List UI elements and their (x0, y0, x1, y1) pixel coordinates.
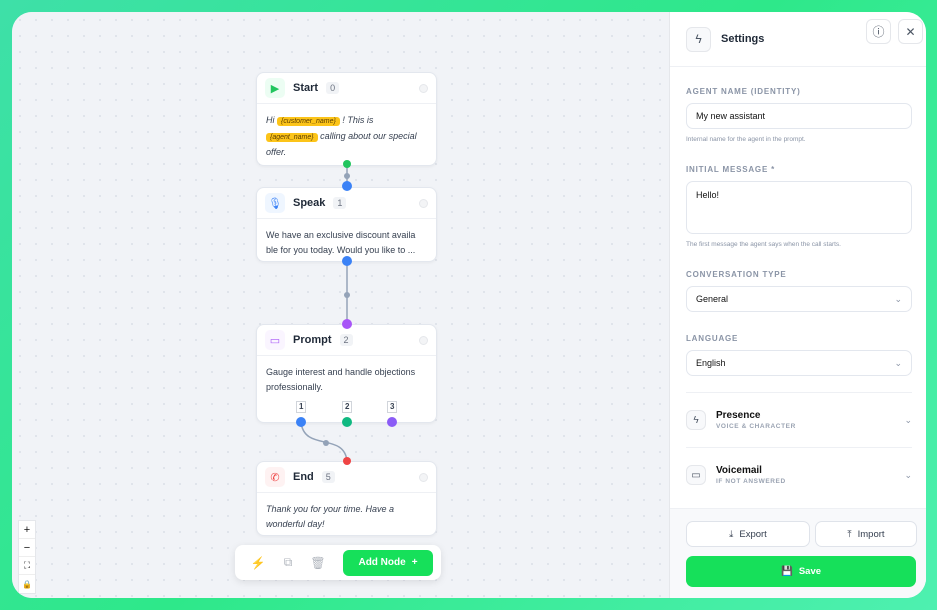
node-start[interactable]: ▶ Start 0 Hi {customer_name} ! This is {ag… (256, 72, 437, 166)
node-end[interactable]: ✆ End 5 Thank you for your time. Have a wo… (256, 461, 437, 536)
add-node-button[interactable]: Add Node + (343, 549, 433, 576)
variable-chip: {customer_name} (277, 117, 340, 126)
microphone-icon: 🎙 (265, 193, 285, 213)
output-handle-1[interactable] (296, 417, 306, 427)
play-icon: ▶ (265, 78, 285, 98)
canvas-toolbar: ⚡ ⧉ 🗑 Add Node + (235, 545, 441, 580)
output-handle-2[interactable] (342, 417, 352, 427)
lightning-icon: ϟ (686, 26, 711, 52)
agent-name-input[interactable]: My new assistant (686, 103, 912, 129)
panel-title: Settings (721, 33, 765, 45)
output-label: 3 (387, 401, 398, 413)
plus-icon: + (411, 557, 418, 568)
conversation-type-select[interactable]: General ⌄ (686, 286, 912, 312)
export-button[interactable]: ⤓ Export (686, 521, 810, 547)
panel-footer: ⤓ Export ⤒ Import 💾 Save (670, 508, 926, 598)
node-radio[interactable] (419, 472, 428, 482)
output-label: 2 (342, 401, 353, 413)
node-radio[interactable] (419, 335, 428, 345)
initial-message-textarea[interactable]: Hello! (686, 181, 912, 234)
chevron-down-icon: ⌄ (894, 293, 902, 304)
input-handle[interactable] (343, 457, 351, 465)
chevron-down-icon: ⌄ (894, 357, 902, 368)
variable-chip: {agent_name} (266, 133, 318, 142)
edge-midpoint (344, 292, 350, 298)
edge-midpoint (323, 440, 329, 446)
zoom-in-button[interactable]: + (19, 521, 35, 539)
close-button[interactable]: ✕ (898, 19, 923, 44)
save-button[interactable]: 💾 Save (686, 556, 916, 587)
node-radio[interactable] (419, 83, 428, 93)
app-window: ▶ Start 0 Hi {customer_name} ! This is {ag… (12, 12, 926, 598)
download-icon: ⤓ (729, 528, 734, 540)
help-button[interactable]: ⓘ (866, 19, 891, 44)
output-handle[interactable] (342, 256, 352, 266)
lightning-icon: ϟ (686, 410, 706, 430)
lightning-icon[interactable]: ⚡ (250, 555, 266, 570)
input-handle[interactable] (342, 319, 352, 329)
message-icon: ▭ (265, 330, 285, 350)
settings-panel: ϟ Settings ⓘ ✕ AGENT NAME (IDENTITY) My n… (669, 12, 926, 598)
phone-off-icon: ✆ (265, 467, 285, 487)
message-icon: ▭ (686, 465, 706, 485)
output-handle-3[interactable] (387, 417, 397, 427)
fit-view-button[interactable]: ⛶ (19, 557, 35, 575)
node-radio[interactable] (419, 198, 428, 208)
zoom-out-button[interactable]: − (19, 539, 35, 557)
language-select[interactable]: English ⌄ (686, 350, 912, 376)
chevron-down-icon: ⌄ (904, 469, 912, 480)
save-icon: 💾 (780, 566, 793, 577)
zoom-controls: + − ⛶ 🔒 (18, 520, 36, 594)
flow-canvas[interactable]: ▶ Start 0 Hi {customer_name} ! This is {ag… (12, 12, 669, 598)
import-button[interactable]: ⤒ Import (815, 521, 917, 547)
edge-midpoint (344, 173, 350, 179)
upload-icon: ⤒ (847, 528, 852, 540)
copy-icon[interactable]: ⧉ (283, 555, 293, 569)
edges (300, 165, 350, 462)
section-voicemail[interactable]: ▭ Voicemail IF NOT ANSWERED ⌄ (686, 447, 912, 502)
trash-icon[interactable]: 🗑 (310, 555, 326, 570)
lock-button[interactable]: 🔒 (22, 579, 32, 589)
output-label: 1 (296, 401, 307, 413)
output-handle[interactable] (343, 160, 351, 168)
node-text: Hi {customer_name} ! This is {agent_name… (266, 115, 417, 157)
section-presence[interactable]: ϟ Presence VOICE & CHARACTER ⌄ (686, 392, 912, 447)
node-speak[interactable]: 🎙 Speak 1 We have an exclusive discount av… (256, 187, 437, 262)
chevron-down-icon: ⌄ (904, 414, 912, 425)
input-handle[interactable] (342, 181, 352, 191)
